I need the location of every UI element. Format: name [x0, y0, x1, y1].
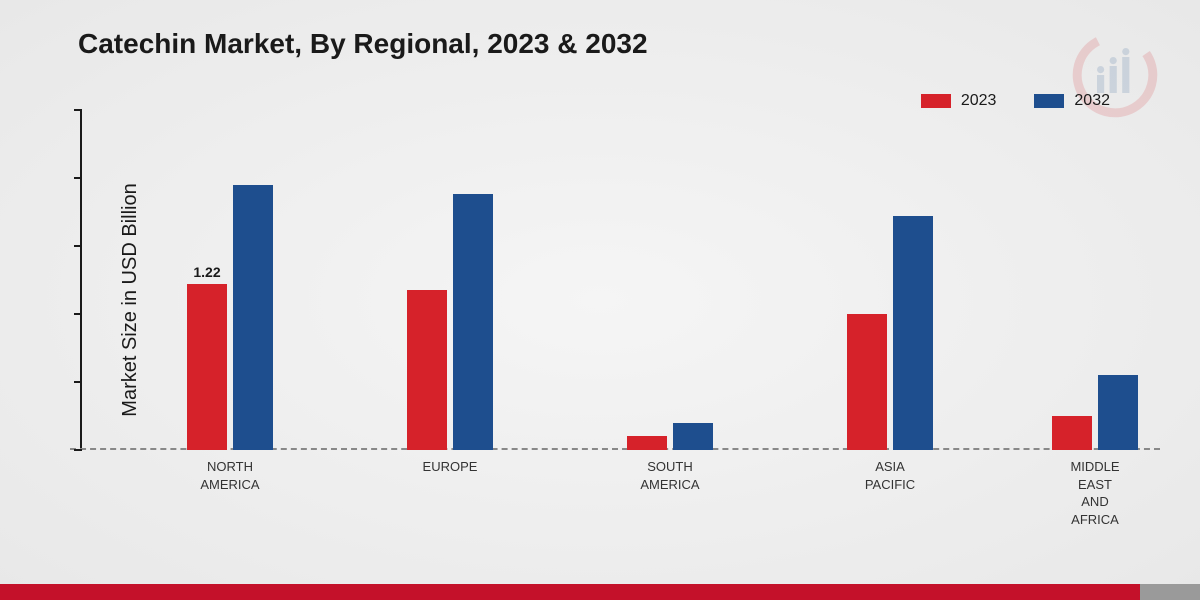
y-tick [74, 313, 82, 315]
category-label: EUROPE [370, 458, 530, 476]
bar [453, 194, 493, 450]
bar [233, 185, 273, 450]
footer-bar [0, 584, 1200, 600]
bar [893, 216, 933, 450]
bar [1098, 375, 1138, 450]
y-tick [74, 245, 82, 247]
footer-bar-red [0, 584, 1140, 600]
plot-area: 1.22NORTHAMERICA EUROPE SOUTHAMERICA ASIAPA… [80, 110, 1160, 450]
y-tick [74, 109, 82, 111]
bar [627, 436, 667, 450]
bar [1052, 416, 1092, 450]
category-label: MIDDLEEASTANDAFRICA [1015, 458, 1175, 528]
legend: 2023 2032 [921, 92, 1110, 110]
bar [407, 290, 447, 450]
legend-swatch-2023 [921, 94, 951, 108]
bar-group: 1.22NORTHAMERICA [187, 185, 273, 450]
bar [187, 284, 227, 450]
bar-group: ASIAPACIFIC [847, 216, 933, 450]
bar [847, 314, 887, 450]
legend-item-2032: 2032 [1034, 92, 1110, 110]
category-label: ASIAPACIFIC [810, 458, 970, 493]
y-tick [74, 381, 82, 383]
bar-value-label: 1.22 [187, 264, 227, 280]
legend-label: 2023 [961, 92, 997, 110]
category-label: NORTHAMERICA [150, 458, 310, 493]
legend-item-2023: 2023 [921, 92, 997, 110]
footer-bar-grey [1140, 584, 1200, 600]
legend-swatch-2032 [1034, 94, 1064, 108]
y-axis-line [80, 110, 82, 450]
bar-group: SOUTHAMERICA [627, 423, 713, 450]
chart-title: Catechin Market, By Regional, 2023 & 203… [78, 28, 648, 60]
bar-group: EUROPE [407, 194, 493, 450]
y-tick [74, 449, 82, 451]
category-label: SOUTHAMERICA [590, 458, 750, 493]
bar-group: MIDDLEEASTANDAFRICA [1052, 375, 1138, 450]
bar [673, 423, 713, 450]
legend-label: 2032 [1074, 92, 1110, 110]
y-tick [74, 177, 82, 179]
